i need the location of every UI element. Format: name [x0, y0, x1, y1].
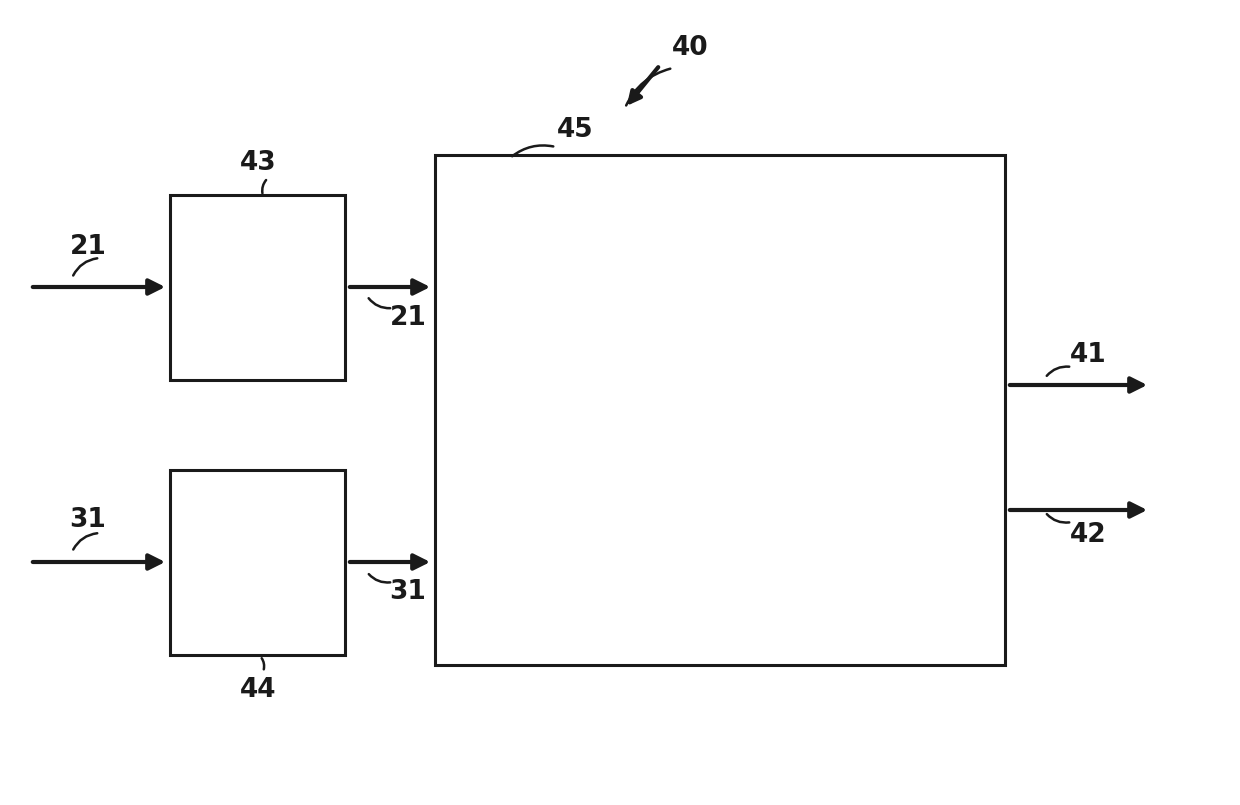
- Text: 31: 31: [69, 507, 107, 533]
- Text: 40: 40: [672, 35, 708, 61]
- Text: 43: 43: [239, 150, 277, 176]
- Text: 45: 45: [557, 117, 593, 143]
- Text: 21: 21: [389, 305, 427, 331]
- Text: 44: 44: [239, 677, 277, 703]
- Bar: [170, 195, 345, 380]
- Text: 21: 21: [69, 234, 107, 260]
- Text: 41: 41: [1070, 342, 1106, 368]
- Text: 42: 42: [1070, 522, 1106, 548]
- Text: 31: 31: [389, 579, 427, 605]
- Bar: [435, 155, 1004, 665]
- Bar: [170, 470, 345, 655]
